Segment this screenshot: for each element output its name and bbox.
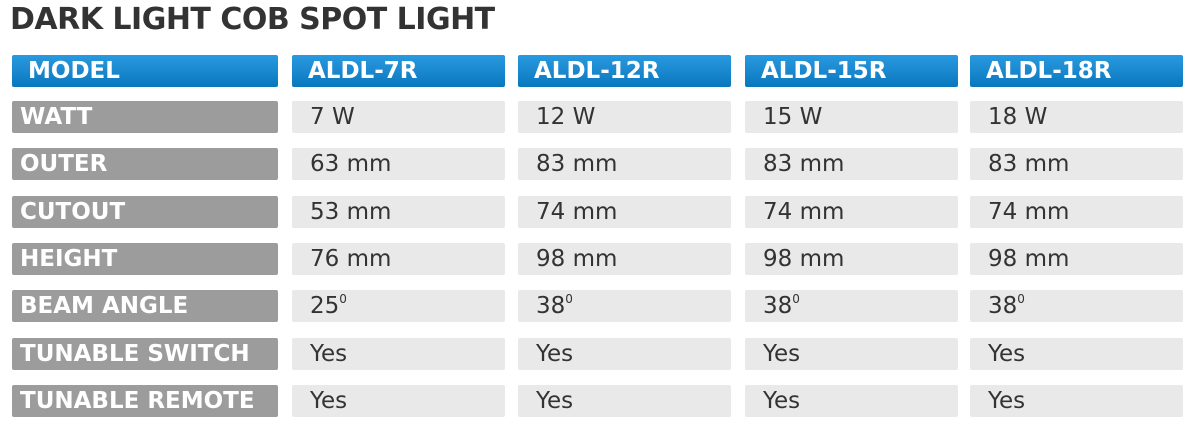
table-cell: 15 W	[745, 101, 958, 133]
table-cell: 18 W	[970, 101, 1183, 133]
table-cell: 63 mm	[292, 148, 505, 181]
superscript: 0	[792, 292, 800, 307]
table-cell: 74 mm	[970, 195, 1183, 228]
column-header: ALDL-12R	[518, 55, 731, 87]
cell-text: 38	[536, 293, 566, 320]
table-cell: 380	[970, 290, 1183, 323]
row-label: CUTOUT	[12, 195, 278, 228]
column-header: ALDL-7R	[292, 55, 505, 87]
table-cell: Yes	[970, 384, 1183, 417]
cell-text: 25	[310, 293, 340, 320]
table-cell: Yes	[745, 337, 958, 370]
column-header: ALDL-15R	[745, 55, 958, 87]
row-label: WATT	[12, 101, 278, 133]
table-cell: 74 mm	[518, 195, 731, 228]
table-cell: 380	[745, 290, 958, 323]
cell-text: 38	[988, 293, 1018, 320]
column-header: MODEL	[12, 55, 278, 87]
table-cell: 83 mm	[745, 148, 958, 181]
table-cell: 98 mm	[745, 242, 958, 275]
row-label: TUNABLE REMOTE	[12, 384, 278, 417]
row-label: TUNABLE SWITCH	[12, 337, 278, 370]
table-cell: 12 W	[518, 101, 731, 133]
row-label: HEIGHT	[12, 242, 278, 275]
table-cell: 74 mm	[745, 195, 958, 228]
table-cell: Yes	[518, 384, 731, 417]
table-cell: 98 mm	[970, 242, 1183, 275]
row-label: OUTER	[12, 148, 278, 181]
superscript: 0	[339, 292, 347, 307]
table-cell: 380	[518, 290, 731, 323]
table-cell: 7 W	[292, 101, 505, 133]
table-cell: 98 mm	[518, 242, 731, 275]
title: DARK LIGHT COB SPOT LIGHT	[10, 2, 495, 37]
superscript: 0	[1017, 292, 1025, 307]
table-cell: Yes	[970, 337, 1183, 370]
table-cell: Yes	[292, 337, 505, 370]
table-cell: 83 mm	[970, 148, 1183, 181]
row-label: BEAM ANGLE	[12, 290, 278, 323]
cell-text: 38	[763, 293, 793, 320]
table-cell: 53 mm	[292, 195, 505, 228]
table-cell: Yes	[292, 384, 505, 417]
table-cell: 76 mm	[292, 242, 505, 275]
table-cell: 250	[292, 290, 505, 323]
table-cell: Yes	[518, 337, 731, 370]
column-header: ALDL-18R	[970, 55, 1183, 87]
table-cell: 83 mm	[518, 148, 731, 181]
table-cell: Yes	[745, 384, 958, 417]
superscript: 0	[565, 292, 573, 307]
